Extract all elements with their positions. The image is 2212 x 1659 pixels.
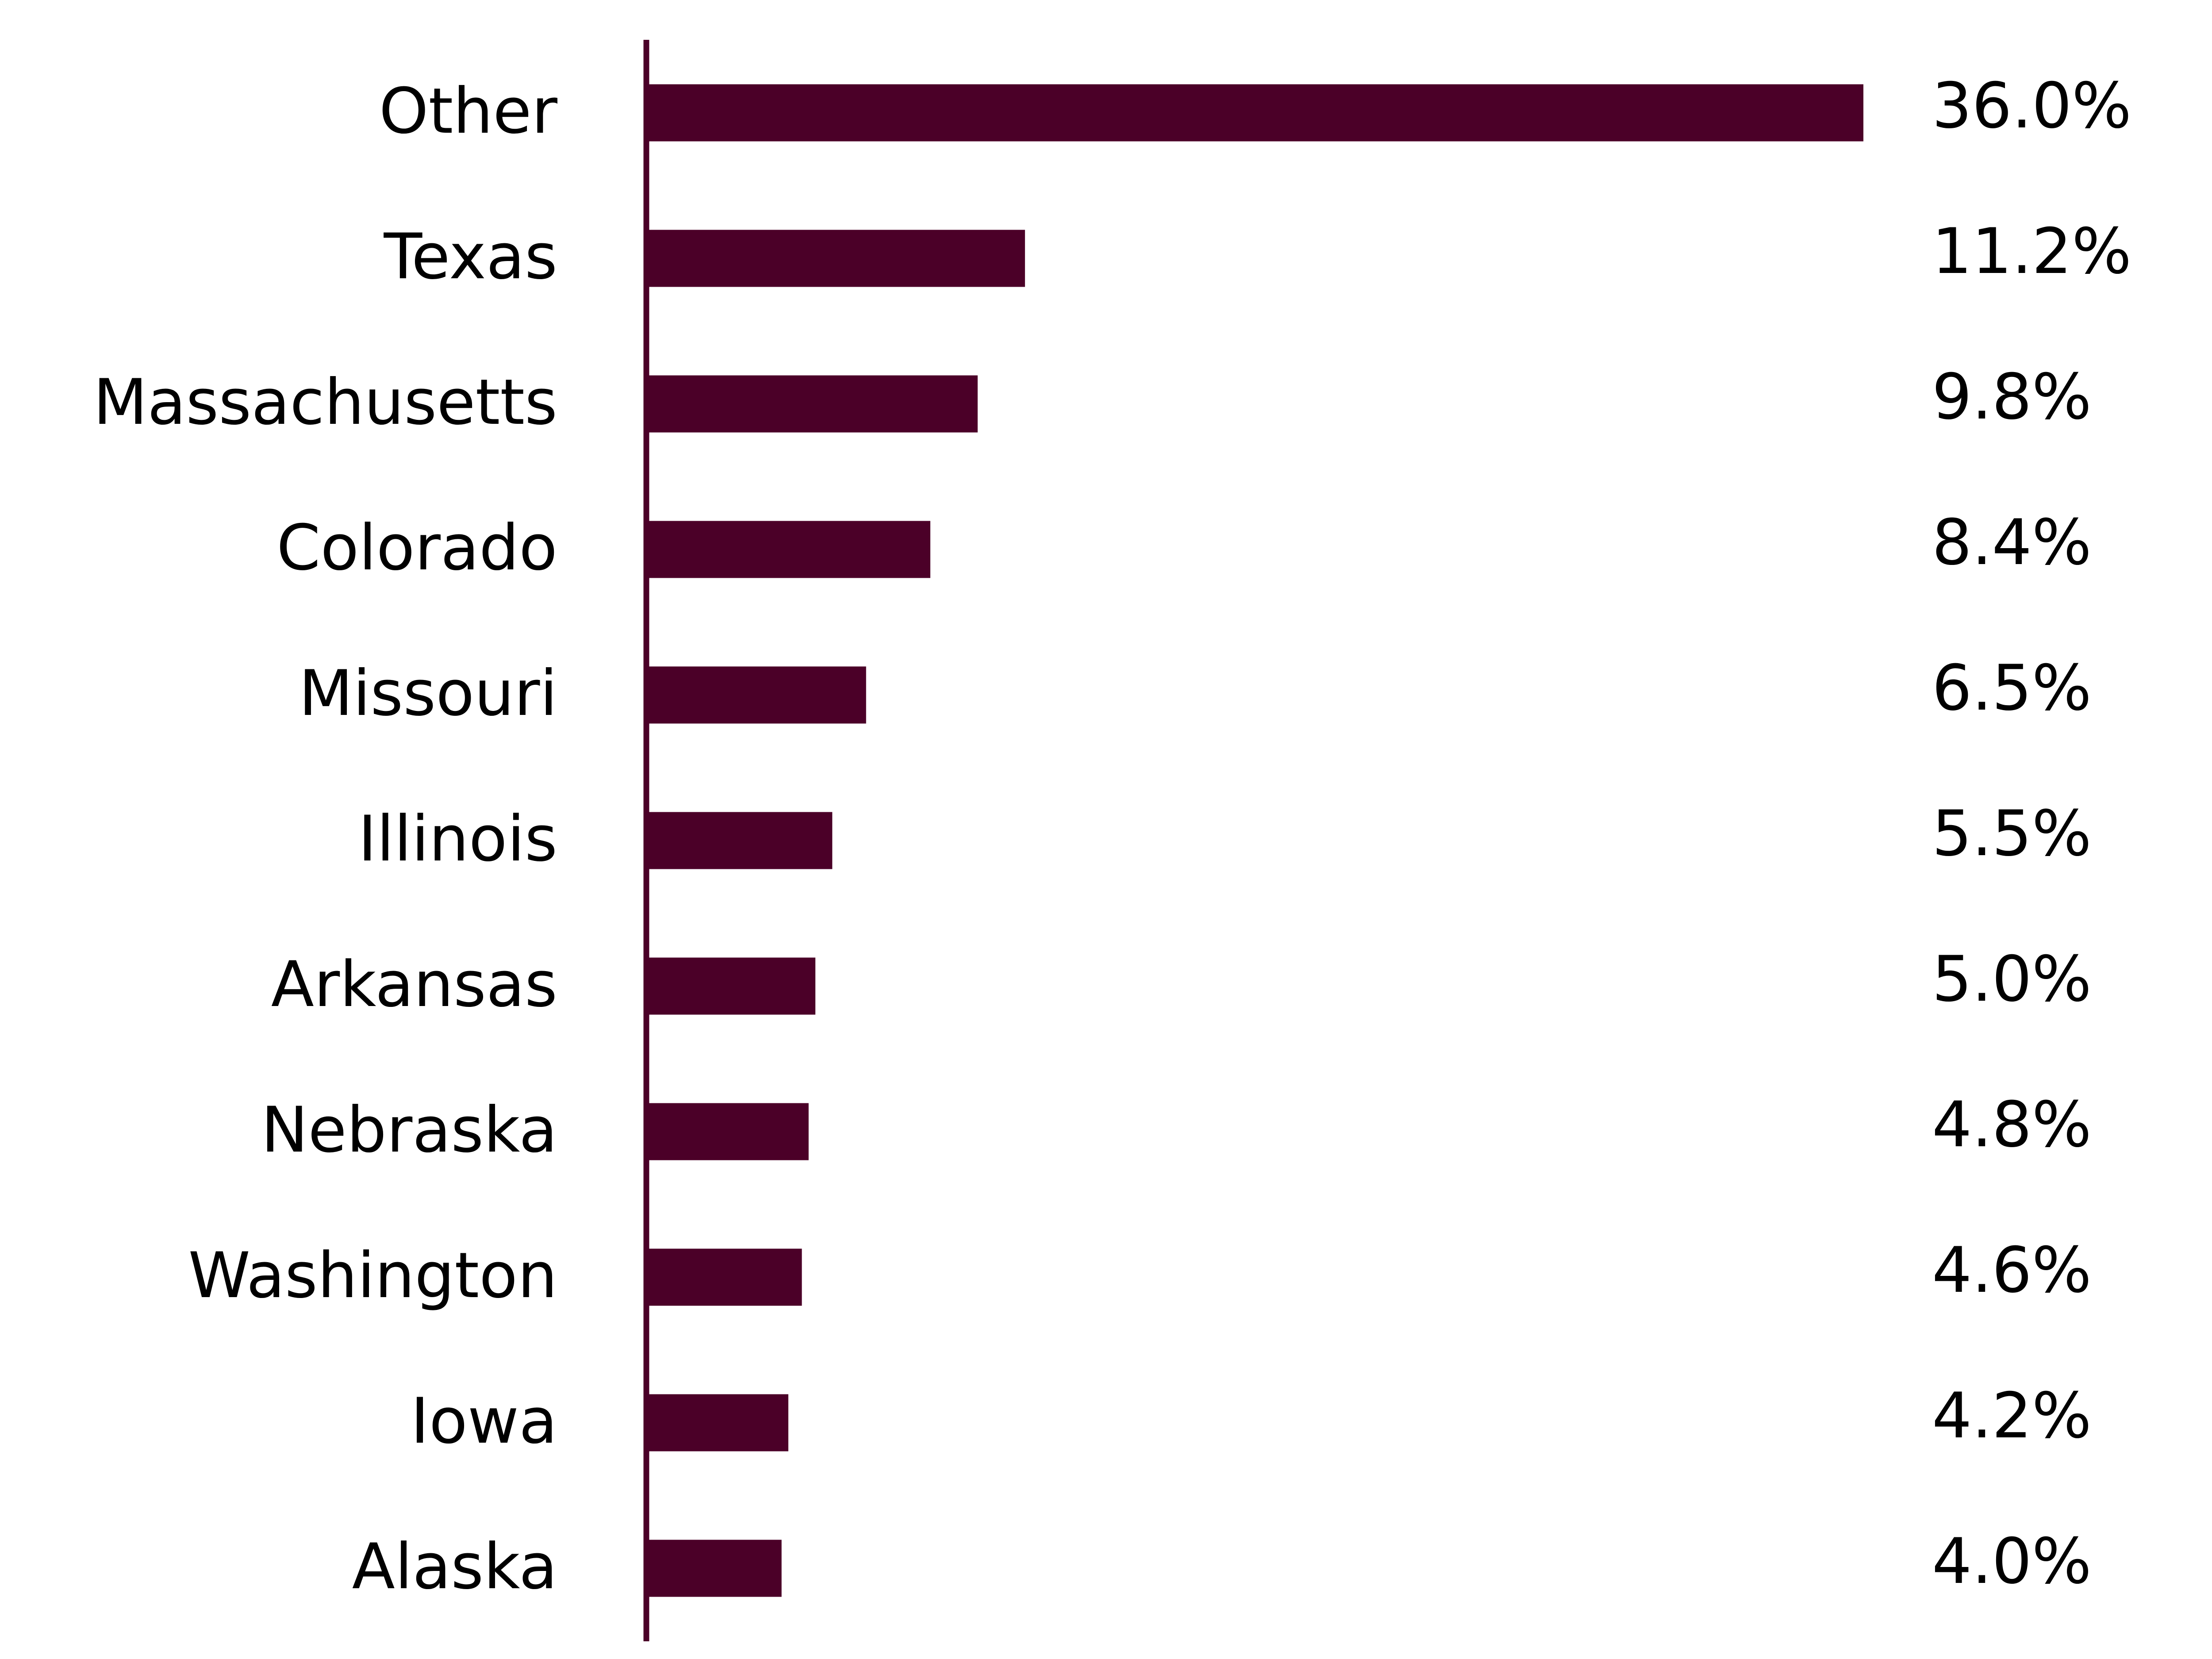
value-label: 9.8% bbox=[1932, 361, 2092, 434]
value-label: 11.2% bbox=[1932, 215, 2131, 288]
bar bbox=[646, 230, 1025, 287]
y-tick-label: Illinois bbox=[358, 803, 557, 876]
value-label: 4.8% bbox=[1932, 1088, 2092, 1161]
y-tick-label: Missouri bbox=[299, 657, 557, 730]
value-label: 8.4% bbox=[1932, 506, 2092, 579]
y-tick-label: Washington bbox=[188, 1239, 557, 1312]
y-tick-label: Other bbox=[379, 75, 558, 148]
value-label: 5.5% bbox=[1932, 797, 2092, 870]
bar bbox=[646, 666, 866, 724]
y-tick-label: Massachusetts bbox=[93, 366, 557, 439]
value-label: 4.0% bbox=[1932, 1525, 2092, 1598]
bar bbox=[646, 1248, 802, 1306]
y-tick-label: Colorado bbox=[276, 511, 557, 584]
bar bbox=[646, 957, 816, 1015]
bar bbox=[646, 84, 1863, 142]
value-label: 4.6% bbox=[1932, 1234, 2092, 1307]
y-tick-label: Arkansas bbox=[271, 948, 557, 1021]
bar bbox=[646, 1540, 782, 1597]
y-tick-label: Texas bbox=[383, 220, 557, 293]
y-tick-label: Iowa bbox=[411, 1385, 557, 1458]
value-label: 5.0% bbox=[1932, 943, 2092, 1016]
bar bbox=[646, 1103, 809, 1160]
value-label: 36.0% bbox=[1932, 69, 2131, 142]
value-label: 6.5% bbox=[1932, 652, 2092, 725]
value-label: 4.2% bbox=[1932, 1379, 2092, 1452]
y-tick-label: Alaska bbox=[352, 1530, 557, 1603]
bar bbox=[646, 521, 930, 578]
y-tick-label: Nebraska bbox=[261, 1094, 557, 1167]
bar bbox=[646, 812, 833, 869]
bar bbox=[646, 375, 978, 433]
bar bbox=[646, 1394, 788, 1452]
